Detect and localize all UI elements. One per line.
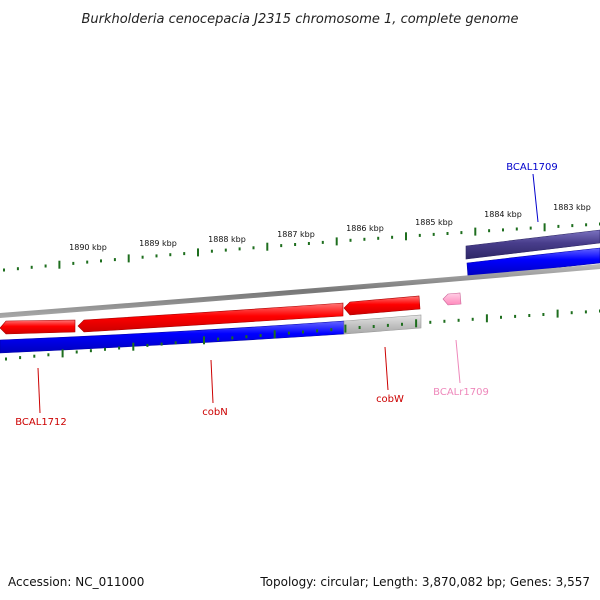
- tick-label-1886: 1886 kbp: [346, 224, 384, 233]
- tick-label-1888: 1888 kbp: [208, 235, 246, 244]
- label-cobn[interactable]: cobN: [202, 407, 227, 418]
- tick-label-1885: 1885 kbp: [415, 218, 453, 227]
- tick-label-1890: 1890 kbp: [69, 243, 107, 252]
- map-title: Burkholderia cenocepacia J2315 chromosom…: [81, 12, 518, 27]
- tick-label-1887: 1887 kbp: [277, 230, 315, 239]
- feature-cobw-cds[interactable]: [343, 295, 421, 316]
- tick-label-1883: 1883 kbp: [553, 203, 591, 212]
- feature-bcal1712-cds[interactable]: [0, 319, 76, 335]
- tick-label-1884: 1884 kbp: [484, 210, 522, 219]
- accession-text: Accession: NC_011000: [8, 575, 144, 589]
- feature-bcal1709-cds[interactable]: [465, 229, 600, 260]
- scale-tick-labels: 1890 kbp 1889 kbp 1888 kbp 1887 kbp 1886…: [69, 203, 591, 252]
- label-cobw[interactable]: cobW: [376, 394, 404, 405]
- leader-bcalr1709: [455, 339, 461, 384]
- label-bcal1712[interactable]: BCAL1712: [15, 417, 67, 428]
- leader-bcal1709: [532, 173, 539, 223]
- feature-gene-track-gray[interactable]: [343, 314, 422, 335]
- tick-label-1889: 1889 kbp: [139, 239, 177, 248]
- scale-ticks-outer: [3, 222, 600, 272]
- feature-cobn-cds[interactable]: [77, 302, 344, 333]
- leader-cobw: [384, 346, 389, 391]
- scale-ticks-inner: [5, 309, 600, 361]
- label-bcalr1709[interactable]: BCALr1709: [433, 387, 489, 398]
- leader-bcal1712: [37, 367, 41, 414]
- leader-cobn: [210, 359, 214, 404]
- genome-backbone: [0, 264, 600, 318]
- label-bcal1709[interactable]: BCAL1709: [506, 162, 558, 173]
- genome-summary-text: Topology: circular; Length: 3,870,082 bp…: [259, 575, 590, 589]
- feature-bcalr1709-rna[interactable]: [442, 292, 462, 306]
